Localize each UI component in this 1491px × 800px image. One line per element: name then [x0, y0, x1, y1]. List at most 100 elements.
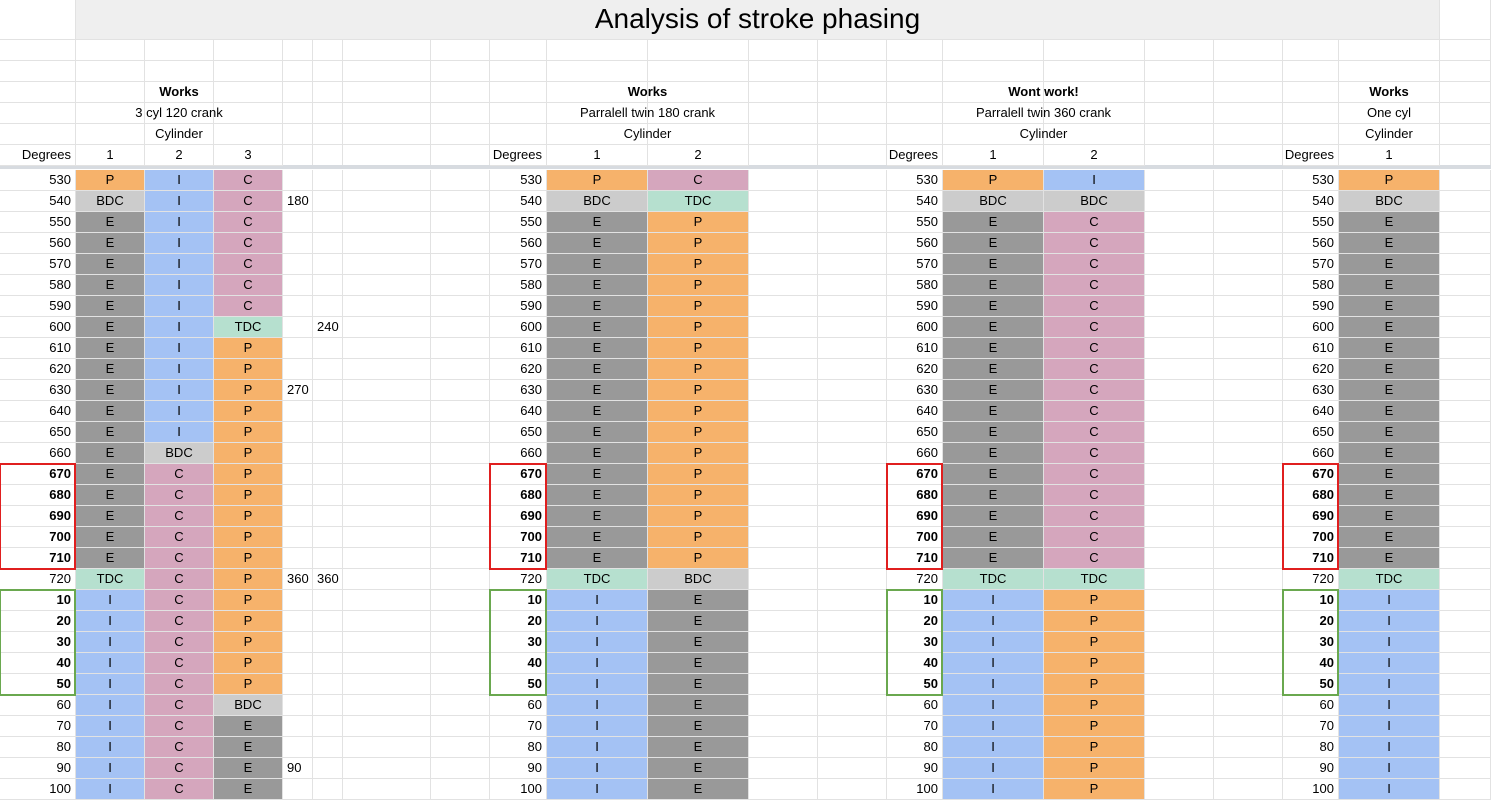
empty-cell[interactable]	[818, 145, 887, 166]
empty-cell[interactable]	[343, 527, 431, 548]
empty-cell[interactable]	[343, 380, 431, 401]
empty-cell[interactable]	[749, 527, 818, 548]
stroke-cell[interactable]: C	[1044, 212, 1145, 233]
stroke-cell[interactable]: I	[547, 737, 648, 758]
angle-note[interactable]	[313, 695, 343, 716]
stroke-cell[interactable]: C	[1044, 338, 1145, 359]
stroke-cell[interactable]: C	[1044, 506, 1145, 527]
stroke-cell[interactable]: I	[145, 359, 214, 380]
stroke-cell[interactable]: E	[943, 527, 1044, 548]
empty-cell[interactable]	[1440, 485, 1491, 506]
empty-cell[interactable]	[431, 82, 490, 103]
stroke-cell[interactable]: E	[943, 212, 1044, 233]
stroke-cell[interactable]: C	[1044, 464, 1145, 485]
stroke-cell[interactable]: I	[145, 170, 214, 191]
stroke-cell[interactable]: I	[547, 779, 648, 800]
stroke-cell[interactable]: C	[1044, 359, 1145, 380]
stroke-cell[interactable]: P	[1044, 653, 1145, 674]
angle-note[interactable]	[283, 674, 313, 695]
angle-note[interactable]	[283, 548, 313, 569]
empty-cell[interactable]	[818, 275, 887, 296]
empty-cell[interactable]	[1440, 695, 1491, 716]
empty-cell[interactable]	[1214, 124, 1283, 145]
empty-cell[interactable]	[0, 82, 76, 103]
degree-cell[interactable]: 600	[887, 317, 943, 338]
angle-note[interactable]	[283, 212, 313, 233]
degree-cell[interactable]: 80	[887, 737, 943, 758]
degree-cell[interactable]: 720	[1283, 569, 1339, 590]
empty-cell[interactable]	[343, 569, 431, 590]
degree-cell[interactable]: 540	[490, 191, 547, 212]
empty-cell[interactable]	[1145, 464, 1214, 485]
empty-cell[interactable]	[749, 170, 818, 191]
angle-note[interactable]: 270	[283, 380, 313, 401]
empty-cell[interactable]	[818, 254, 887, 275]
stroke-cell[interactable]: E	[943, 485, 1044, 506]
stroke-cell[interactable]: P	[1044, 779, 1145, 800]
stroke-cell[interactable]: P	[1044, 758, 1145, 779]
degree-cell[interactable]: 560	[1283, 233, 1339, 254]
empty-cell[interactable]	[283, 145, 313, 166]
stroke-cell[interactable]: P	[214, 674, 283, 695]
empty-cell[interactable]	[1440, 254, 1491, 275]
stroke-cell[interactable]: TDC	[1339, 569, 1440, 590]
degree-cell[interactable]: 90	[490, 758, 547, 779]
stroke-cell[interactable]: E	[943, 338, 1044, 359]
degree-cell[interactable]: 100	[0, 779, 76, 800]
stroke-cell[interactable]: E	[547, 422, 648, 443]
empty-cell[interactable]	[1145, 338, 1214, 359]
empty-cell[interactable]	[1214, 485, 1283, 506]
angle-note[interactable]: 240	[313, 317, 343, 338]
empty-cell[interactable]	[431, 737, 490, 758]
degree-cell[interactable]: 640	[887, 401, 943, 422]
degree-cell[interactable]: 30	[0, 632, 76, 653]
empty-cell[interactable]	[343, 61, 431, 82]
stroke-cell[interactable]: P	[648, 317, 749, 338]
degree-cell[interactable]: 720	[0, 569, 76, 590]
stroke-cell[interactable]: I	[76, 674, 145, 695]
degree-cell[interactable]: 60	[1283, 695, 1339, 716]
empty-cell[interactable]	[431, 275, 490, 296]
empty-cell[interactable]	[1440, 40, 1491, 61]
empty-cell[interactable]	[1440, 82, 1491, 103]
stroke-cell[interactable]: E	[1339, 317, 1440, 338]
empty-cell[interactable]	[818, 674, 887, 695]
empty-cell[interactable]	[1145, 779, 1214, 800]
empty-cell[interactable]	[283, 82, 313, 103]
stroke-cell[interactable]: C	[145, 716, 214, 737]
empty-cell[interactable]	[749, 254, 818, 275]
empty-cell[interactable]	[431, 317, 490, 338]
stroke-cell[interactable]: I	[547, 632, 648, 653]
stroke-cell[interactable]: E	[1339, 380, 1440, 401]
stroke-cell[interactable]: C	[145, 548, 214, 569]
empty-cell[interactable]	[1145, 145, 1214, 166]
stroke-cell[interactable]: I	[145, 317, 214, 338]
cylinder-number-header[interactable]: 2	[648, 145, 749, 166]
empty-cell[interactable]	[818, 359, 887, 380]
stroke-cell[interactable]: C	[1044, 380, 1145, 401]
stroke-cell[interactable]: E	[648, 758, 749, 779]
stroke-cell[interactable]: E	[76, 359, 145, 380]
stroke-cell[interactable]: I	[943, 737, 1044, 758]
empty-cell[interactable]	[818, 464, 887, 485]
empty-cell[interactable]	[1145, 632, 1214, 653]
empty-cell[interactable]	[1145, 485, 1214, 506]
empty-cell[interactable]	[818, 548, 887, 569]
empty-cell[interactable]	[1145, 296, 1214, 317]
stroke-cell[interactable]: I	[1044, 170, 1145, 191]
empty-cell[interactable]	[343, 506, 431, 527]
empty-cell[interactable]	[749, 779, 818, 800]
stroke-cell[interactable]: E	[648, 737, 749, 758]
stroke-cell[interactable]: I	[76, 758, 145, 779]
angle-note[interactable]	[283, 443, 313, 464]
empty-cell[interactable]	[343, 485, 431, 506]
section-subtitle[interactable]: Parralell twin 360 crank	[943, 103, 1145, 124]
degree-cell[interactable]: 100	[1283, 779, 1339, 800]
angle-note[interactable]	[283, 737, 313, 758]
angle-note[interactable]	[283, 590, 313, 611]
stroke-cell[interactable]: C	[145, 464, 214, 485]
degree-cell[interactable]: 660	[0, 443, 76, 464]
empty-cell[interactable]	[1145, 695, 1214, 716]
empty-cell[interactable]	[1440, 590, 1491, 611]
stroke-cell[interactable]: E	[943, 506, 1044, 527]
